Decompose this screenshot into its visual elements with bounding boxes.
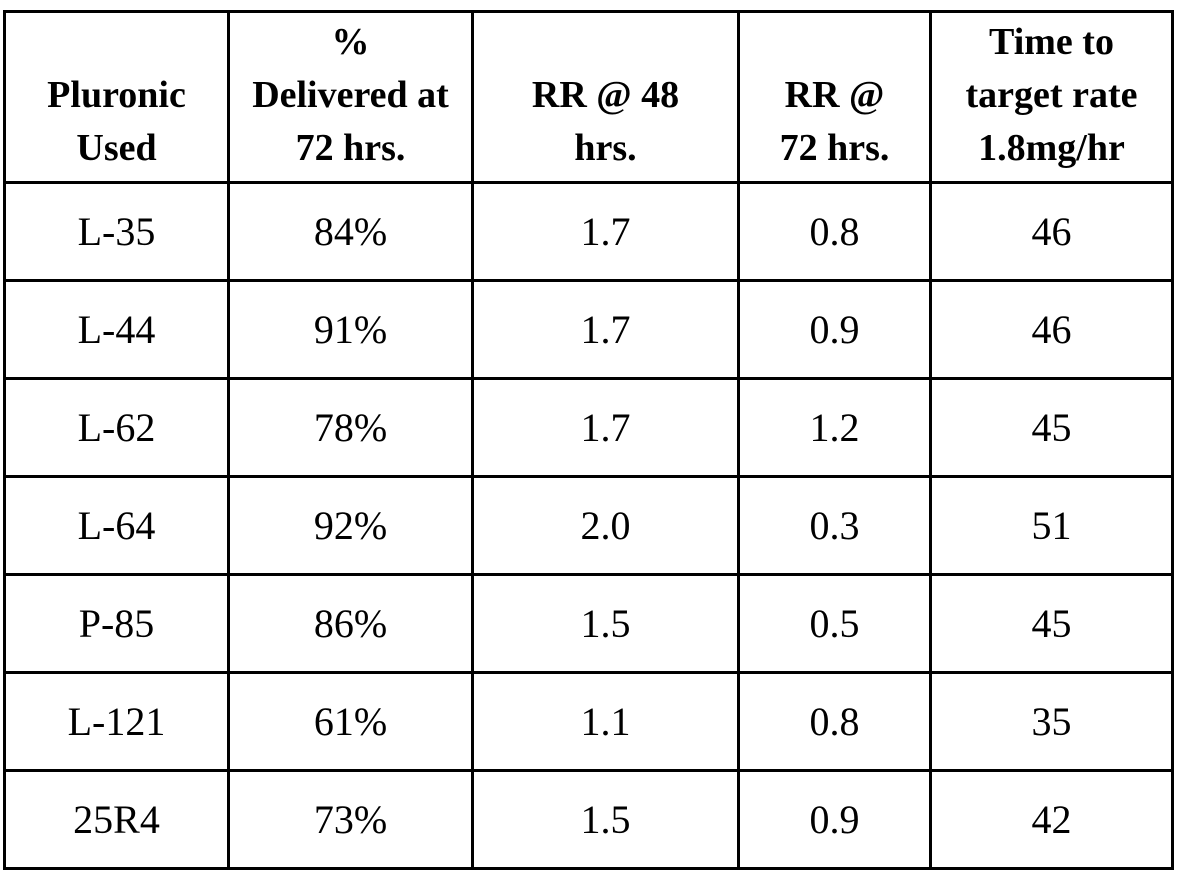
header-row: Pluronic Used % Delivered at 72 hrs. RR … (5, 12, 1173, 183)
cell-rr-48: 1.7 (473, 379, 739, 477)
table-row: P-85 86% 1.5 0.5 45 (5, 575, 1173, 673)
cell-rr-48: 1.7 (473, 183, 739, 281)
cell-rr-48: 1.7 (473, 281, 739, 379)
cell-time-to-target: 45 (931, 575, 1173, 673)
cell-rr-72: 1.2 (739, 379, 931, 477)
cell-pluronic: P-85 (5, 575, 229, 673)
header-rr-48: RR @ 48 hrs. (473, 12, 739, 183)
header-line: % (230, 16, 471, 69)
cell-time-to-target: 42 (931, 771, 1173, 869)
cell-pluronic: L-121 (5, 673, 229, 771)
cell-percent-delivered: 78% (229, 379, 473, 477)
cell-time-to-target: 46 (931, 183, 1173, 281)
header-line: RR @ 48 (474, 69, 737, 122)
table-header: Pluronic Used % Delivered at 72 hrs. RR … (5, 12, 1173, 183)
cell-rr-72: 0.3 (739, 477, 931, 575)
header-line: hrs. (474, 122, 737, 175)
header-line: target rate (932, 69, 1171, 122)
cell-rr-48: 2.0 (473, 477, 739, 575)
table-row: L-62 78% 1.7 1.2 45 (5, 379, 1173, 477)
cell-rr-72: 0.5 (739, 575, 931, 673)
cell-percent-delivered: 61% (229, 673, 473, 771)
cell-rr-48: 1.1 (473, 673, 739, 771)
table-row: L-44 91% 1.7 0.9 46 (5, 281, 1173, 379)
table-row: L-121 61% 1.1 0.8 35 (5, 673, 1173, 771)
cell-rr-72: 0.9 (739, 771, 931, 869)
table-row: 25R4 73% 1.5 0.9 42 (5, 771, 1173, 869)
header-line: Time to (932, 16, 1171, 69)
header-pluronic-used: Pluronic Used (5, 12, 229, 183)
cell-pluronic: L-62 (5, 379, 229, 477)
header-line: Delivered at (230, 69, 471, 122)
cell-rr-72: 0.9 (739, 281, 931, 379)
cell-time-to-target: 35 (931, 673, 1173, 771)
header-line: 72 hrs. (230, 122, 471, 175)
header-line: Used (6, 122, 227, 175)
header-line: Pluronic (6, 69, 227, 122)
cell-time-to-target: 46 (931, 281, 1173, 379)
cell-percent-delivered: 73% (229, 771, 473, 869)
cell-rr-48: 1.5 (473, 575, 739, 673)
table-row: L-64 92% 2.0 0.3 51 (5, 477, 1173, 575)
header-time-to-target: Time to target rate 1.8mg/hr (931, 12, 1173, 183)
cell-percent-delivered: 91% (229, 281, 473, 379)
header-rr-72: RR @ 72 hrs. (739, 12, 931, 183)
table-row: L-35 84% 1.7 0.8 46 (5, 183, 1173, 281)
header-percent-delivered: % Delivered at 72 hrs. (229, 12, 473, 183)
cell-pluronic: L-35 (5, 183, 229, 281)
table-body: L-35 84% 1.7 0.8 46 L-44 91% 1.7 0.9 46 … (5, 183, 1173, 869)
cell-rr-48: 1.5 (473, 771, 739, 869)
cell-time-to-target: 45 (931, 379, 1173, 477)
header-line: 1.8mg/hr (932, 122, 1171, 175)
header-line: 72 hrs. (740, 122, 929, 175)
cell-pluronic: L-44 (5, 281, 229, 379)
cell-pluronic: L-64 (5, 477, 229, 575)
cell-time-to-target: 51 (931, 477, 1173, 575)
cell-pluronic: 25R4 (5, 771, 229, 869)
data-table: Pluronic Used % Delivered at 72 hrs. RR … (3, 10, 1174, 870)
cell-percent-delivered: 84% (229, 183, 473, 281)
cell-percent-delivered: 92% (229, 477, 473, 575)
cell-rr-72: 0.8 (739, 673, 931, 771)
cell-percent-delivered: 86% (229, 575, 473, 673)
cell-rr-72: 0.8 (739, 183, 931, 281)
header-line: RR @ (740, 69, 929, 122)
